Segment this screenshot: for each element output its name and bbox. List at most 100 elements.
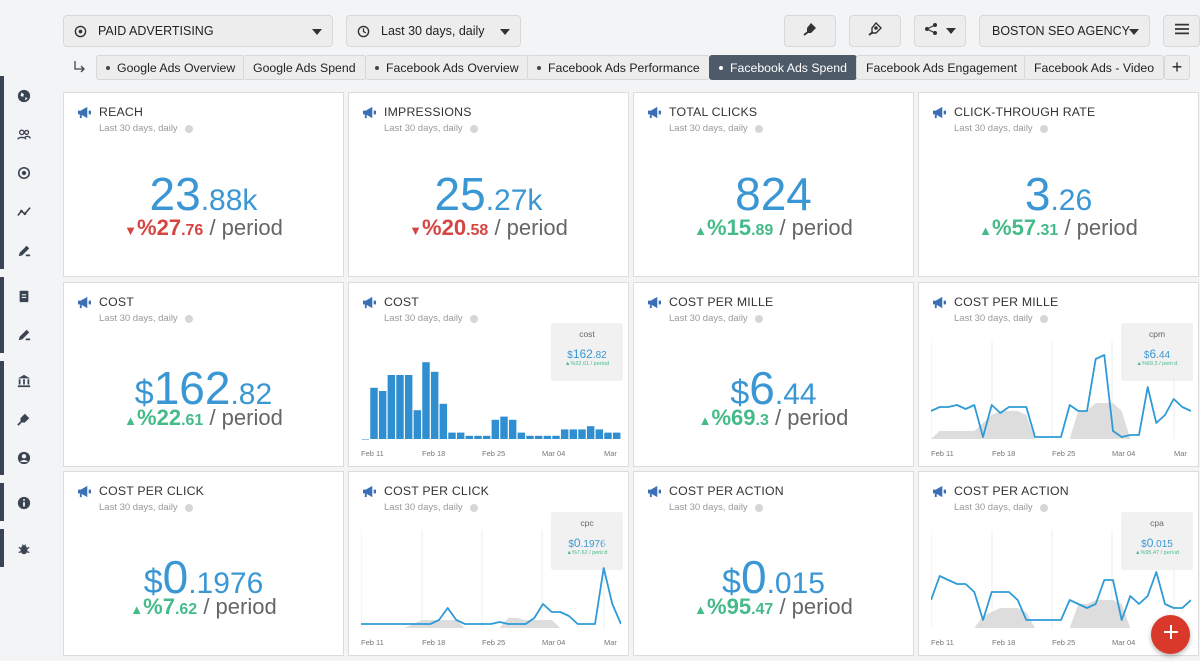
target-icon[interactable] [16, 165, 32, 181]
x-tick-label: Mar 04 [542, 449, 566, 458]
megaphone-icon [363, 485, 376, 497]
tab-facebook-ads-video[interactable]: Facebook Ads - Video [1024, 55, 1165, 80]
account-icon[interactable] [16, 450, 32, 466]
value-major: 0 [162, 551, 189, 603]
users-icon[interactable] [16, 127, 32, 143]
pencil-icon[interactable] [16, 243, 32, 259]
megaphone-icon [933, 296, 946, 308]
widget-header: TOTAL CLICKS [647, 105, 757, 119]
help-icon[interactable] [469, 124, 478, 133]
tab-facebook-ads-engagement[interactable]: Facebook Ads Engagement [856, 55, 1028, 80]
widget-impressions[interactable]: IMPRESSIONS Last 30 days, daily 25.27k ▼%… [348, 92, 629, 277]
legend-change-text: ▲%95.47 / period [1135, 550, 1179, 556]
agency-select[interactable]: BOSTON SEO AGENCY [979, 15, 1150, 47]
help-icon[interactable] [184, 124, 193, 133]
help-icon[interactable] [1039, 124, 1048, 133]
bar [578, 429, 586, 439]
change-percent: ▲%15.89 [694, 215, 773, 240]
help-icon[interactable] [184, 314, 193, 323]
widget-header: CLICK-THROUGH RATE [932, 105, 1095, 119]
currency-symbol: $ [143, 563, 163, 601]
period-suffix: / period [209, 215, 283, 240]
megaphone-icon [648, 485, 661, 497]
tab-google-ads-spend[interactable]: Google Ads Spend [243, 55, 366, 80]
widget-cost-bar[interactable]: COST Last 30 days, daily cost $162.82 ▲%… [348, 282, 629, 467]
add-tab-button[interactable]: + [1164, 55, 1190, 80]
bank-icon[interactable] [16, 373, 32, 389]
period-label: Last 30 days, daily [384, 123, 463, 134]
edit-icon[interactable] [16, 327, 32, 343]
help-icon[interactable] [469, 503, 478, 512]
tab-dot [537, 65, 541, 70]
help-icon[interactable] [184, 503, 193, 512]
tab-label: Google Ads Overview [117, 60, 236, 75]
currency-symbol: $ [134, 374, 154, 412]
widget-header: COST [362, 295, 419, 309]
widget-title: TOTAL CLICKS [669, 105, 758, 119]
widget-clicks[interactable]: TOTAL CLICKS Last 30 days, daily 824 ▲%15… [633, 92, 914, 277]
help-icon[interactable] [754, 503, 763, 512]
plug-settings-button[interactable] [849, 15, 901, 47]
widget-title: IMPRESSIONS [384, 105, 472, 119]
dashboard-select-value: PAID ADVERTISING [98, 24, 214, 38]
globe-icon[interactable] [16, 88, 32, 104]
x-tick-label: Feb 18 [422, 449, 446, 458]
sidebar-group-debug [0, 529, 48, 567]
help-icon[interactable] [1039, 314, 1048, 323]
widget-cpm[interactable]: COST PER MILLE Last 30 days, daily $6.44 … [633, 282, 914, 467]
widget-header: COST PER ACTION [647, 484, 784, 498]
help-icon[interactable] [469, 314, 478, 323]
triangle-up-icon: ▲ [694, 602, 708, 617]
plug-icon[interactable] [16, 411, 32, 427]
widget-cpc[interactable]: COST PER CLICK Last 30 days, daily $0.197… [63, 471, 344, 656]
date-range-select[interactable]: Last 30 days, daily [346, 15, 521, 47]
legend-value: $0.1976 [568, 536, 606, 550]
period-suffix: / period [1064, 215, 1138, 240]
menu-button[interactable] [1163, 15, 1200, 47]
help-icon[interactable] [754, 124, 763, 133]
bar [456, 432, 465, 439]
tab-facebook-ads-overview[interactable]: Facebook Ads Overview [365, 55, 529, 80]
tab-label: Facebook Ads Performance [548, 60, 700, 75]
legend-value: $6.44 [1143, 347, 1171, 361]
bar [361, 439, 370, 440]
widget-cpa[interactable]: COST PER ACTION Last 30 days, daily $0.01… [633, 471, 914, 656]
bar [378, 391, 387, 439]
period-suffix: / period [775, 405, 849, 430]
legend-value-major: 6 [1149, 347, 1157, 361]
tab-label: Facebook Ads Spend [730, 60, 847, 75]
dashboard-tabs: Google Ads Overview Google Ads Spend Fac… [63, 55, 1200, 81]
dashboard-select[interactable]: PAID ADVERTISING [63, 15, 333, 47]
period-label: Last 30 days, daily [99, 123, 178, 134]
bar [430, 371, 439, 439]
series-line [931, 354, 1191, 438]
period-suffix: / period [494, 215, 568, 240]
value-major: 23 [149, 168, 201, 220]
bug-icon[interactable] [16, 541, 32, 557]
plug-gear-icon [868, 21, 882, 41]
add-widget-button[interactable] [1151, 615, 1190, 654]
change-percent: ▲%95.47 [694, 594, 773, 619]
change-major: %57 [992, 215, 1037, 240]
help-icon[interactable] [754, 314, 763, 323]
tab-google-ads-overview[interactable]: Google Ads Overview [96, 55, 246, 80]
info-icon[interactable] [16, 495, 32, 511]
tab-facebook-ads-spend[interactable]: Facebook Ads Spend [709, 55, 857, 80]
clipboard-icon[interactable] [16, 288, 32, 304]
tab-label: Facebook Ads - Video [1034, 60, 1155, 75]
widget-cost[interactable]: COST Last 30 days, daily $162.82 ▲%22.61 … [63, 282, 344, 467]
widget-cpm-line[interactable]: COST PER MILLE Last 30 days, daily cpm $… [918, 282, 1199, 467]
x-tick-label: Feb 25 [1052, 449, 1076, 458]
widget-reach[interactable]: REACH Last 30 days, daily 23.88k ▼%27.76 … [63, 92, 344, 277]
triangle-up-icon: ▲ [698, 413, 712, 428]
help-icon[interactable] [1039, 503, 1048, 512]
tab-facebook-ads-performance[interactable]: Facebook Ads Performance [527, 55, 710, 80]
trend-icon[interactable] [16, 204, 32, 220]
integrations-button[interactable] [784, 15, 836, 47]
value-minor: .44 [774, 378, 817, 411]
widget-cpc-line[interactable]: COST PER CLICK Last 30 days, daily cpc $… [348, 471, 629, 656]
megaphone-icon [363, 106, 376, 118]
widget-ctr[interactable]: CLICK-THROUGH RATE Last 30 days, daily 3.… [918, 92, 1199, 277]
widget-header: COST PER ACTION [932, 484, 1069, 498]
share-button[interactable] [914, 15, 966, 47]
